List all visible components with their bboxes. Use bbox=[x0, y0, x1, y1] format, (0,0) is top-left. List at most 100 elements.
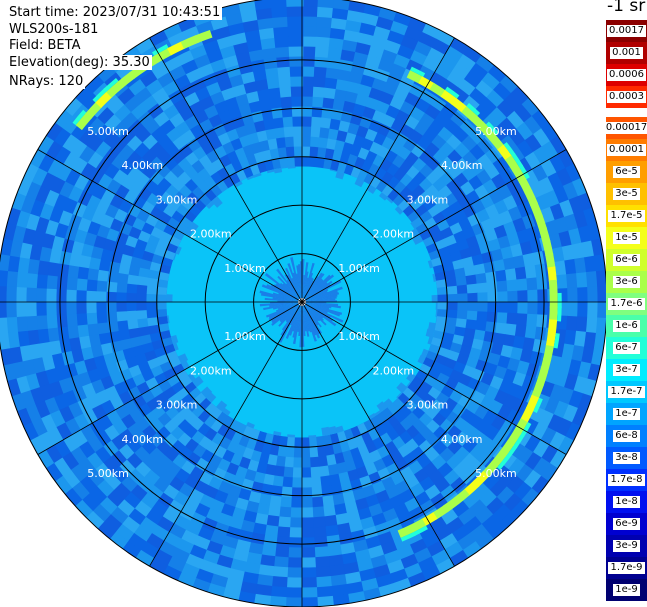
beta-cell bbox=[567, 359, 582, 378]
beta-cell bbox=[78, 334, 92, 349]
beta-core-cell bbox=[302, 302, 337, 327]
beta-cell bbox=[361, 159, 374, 173]
beta-cell bbox=[486, 281, 498, 294]
beta-cell bbox=[351, 539, 369, 553]
beta-cell bbox=[229, 558, 247, 573]
beta-cell bbox=[445, 317, 458, 328]
beta-cell bbox=[181, 25, 202, 42]
beta-cell bbox=[250, 141, 263, 155]
beta-cell bbox=[242, 19, 261, 33]
beta-cell bbox=[223, 427, 236, 442]
beta-cell bbox=[514, 103, 534, 124]
beta-core-cell bbox=[302, 292, 340, 302]
beta-cell bbox=[139, 69, 159, 88]
beta-cell bbox=[318, 465, 330, 478]
beta-cell bbox=[523, 115, 543, 136]
colorbar-label: 0.0017 bbox=[607, 25, 646, 37]
beta-cell bbox=[68, 184, 84, 203]
beta-cell bbox=[529, 181, 546, 200]
beta-cell bbox=[512, 255, 526, 270]
beta-cell bbox=[121, 540, 142, 558]
beta-core-cell bbox=[275, 283, 302, 302]
beta-cell bbox=[252, 471, 266, 484]
beta-cell bbox=[309, 146, 320, 158]
beta-cell bbox=[276, 136, 287, 149]
beta-cell bbox=[317, 0, 336, 9]
beta-cell bbox=[302, 65, 316, 77]
beta-cell bbox=[43, 395, 60, 415]
beta-core-cell bbox=[268, 302, 302, 319]
beta-cell bbox=[416, 556, 437, 574]
beta-cell bbox=[293, 135, 303, 147]
beta-cell bbox=[250, 58, 267, 72]
beta-cell bbox=[235, 51, 253, 65]
beta-cell bbox=[496, 312, 508, 325]
beta-cell bbox=[566, 273, 578, 290]
beta-cell bbox=[538, 176, 555, 196]
beta-cell bbox=[558, 230, 573, 249]
beta-cell bbox=[9, 345, 23, 364]
beta-cell bbox=[549, 449, 567, 470]
beta-cell bbox=[517, 290, 529, 304]
beta-cell bbox=[461, 336, 475, 349]
beta-cell bbox=[301, 467, 312, 479]
beta-cell bbox=[259, 98, 273, 111]
beta-cell bbox=[129, 255, 143, 268]
arc-feature-cell bbox=[548, 279, 558, 295]
beta-cell bbox=[536, 314, 548, 330]
beta-core-cell bbox=[302, 280, 333, 302]
beta-cell bbox=[257, 564, 275, 577]
beta-cell bbox=[310, 126, 322, 138]
beta-cell bbox=[497, 302, 509, 314]
beta-cell bbox=[159, 230, 173, 243]
beta-core-cell bbox=[302, 302, 312, 333]
beta-cell bbox=[431, 412, 447, 428]
beta-cell bbox=[361, 484, 376, 499]
beta-cell bbox=[519, 348, 533, 365]
beta-cell bbox=[329, 432, 340, 446]
range-ring-label: 3.00km bbox=[407, 399, 449, 412]
beta-cell bbox=[577, 287, 589, 304]
beta-cell bbox=[286, 0, 304, 7]
beta-cell bbox=[223, 493, 239, 508]
beta-cell bbox=[288, 527, 302, 539]
beta-cell bbox=[257, 17, 275, 30]
beta-cell bbox=[23, 162, 40, 182]
beta-cell bbox=[102, 237, 117, 252]
beta-cell bbox=[124, 355, 139, 369]
beta-cell bbox=[87, 322, 99, 336]
beta-core-cell bbox=[302, 286, 343, 302]
beta-cell bbox=[416, 523, 436, 540]
radial-line bbox=[37, 149, 303, 303]
beta-cell bbox=[68, 251, 82, 267]
beta-cell bbox=[191, 577, 211, 593]
beta-core-cell bbox=[302, 302, 322, 328]
beta-cell bbox=[524, 452, 542, 472]
beta-cell bbox=[256, 160, 268, 174]
beta-core-cell bbox=[302, 302, 344, 323]
beta-cell bbox=[442, 261, 455, 273]
beta-cell bbox=[160, 336, 174, 348]
beta-cell bbox=[547, 172, 564, 192]
beta-cell bbox=[170, 380, 185, 394]
beta-cell bbox=[337, 471, 351, 485]
beta-cell bbox=[85, 509, 105, 529]
beta-cell bbox=[134, 549, 155, 567]
arc-feature-cell bbox=[503, 142, 516, 157]
beta-cell bbox=[6, 269, 19, 288]
beta-cell bbox=[505, 268, 517, 282]
beta-cell bbox=[269, 147, 280, 160]
beta-cell bbox=[35, 300, 47, 316]
beta-core-cell bbox=[302, 294, 338, 302]
colorbar-label: 3e-7 bbox=[613, 364, 640, 376]
beta-core-cell bbox=[278, 302, 302, 327]
beta-cell bbox=[83, 356, 97, 372]
beta-cell bbox=[69, 445, 88, 465]
beta-cell bbox=[287, 25, 304, 37]
arc-feature-cell bbox=[553, 333, 560, 349]
beta-cell bbox=[221, 407, 231, 416]
beta-core-cell bbox=[290, 257, 302, 302]
beta-cell bbox=[522, 337, 536, 353]
beta-cell bbox=[96, 520, 117, 540]
colorbar-label: 6e-9 bbox=[613, 518, 640, 530]
